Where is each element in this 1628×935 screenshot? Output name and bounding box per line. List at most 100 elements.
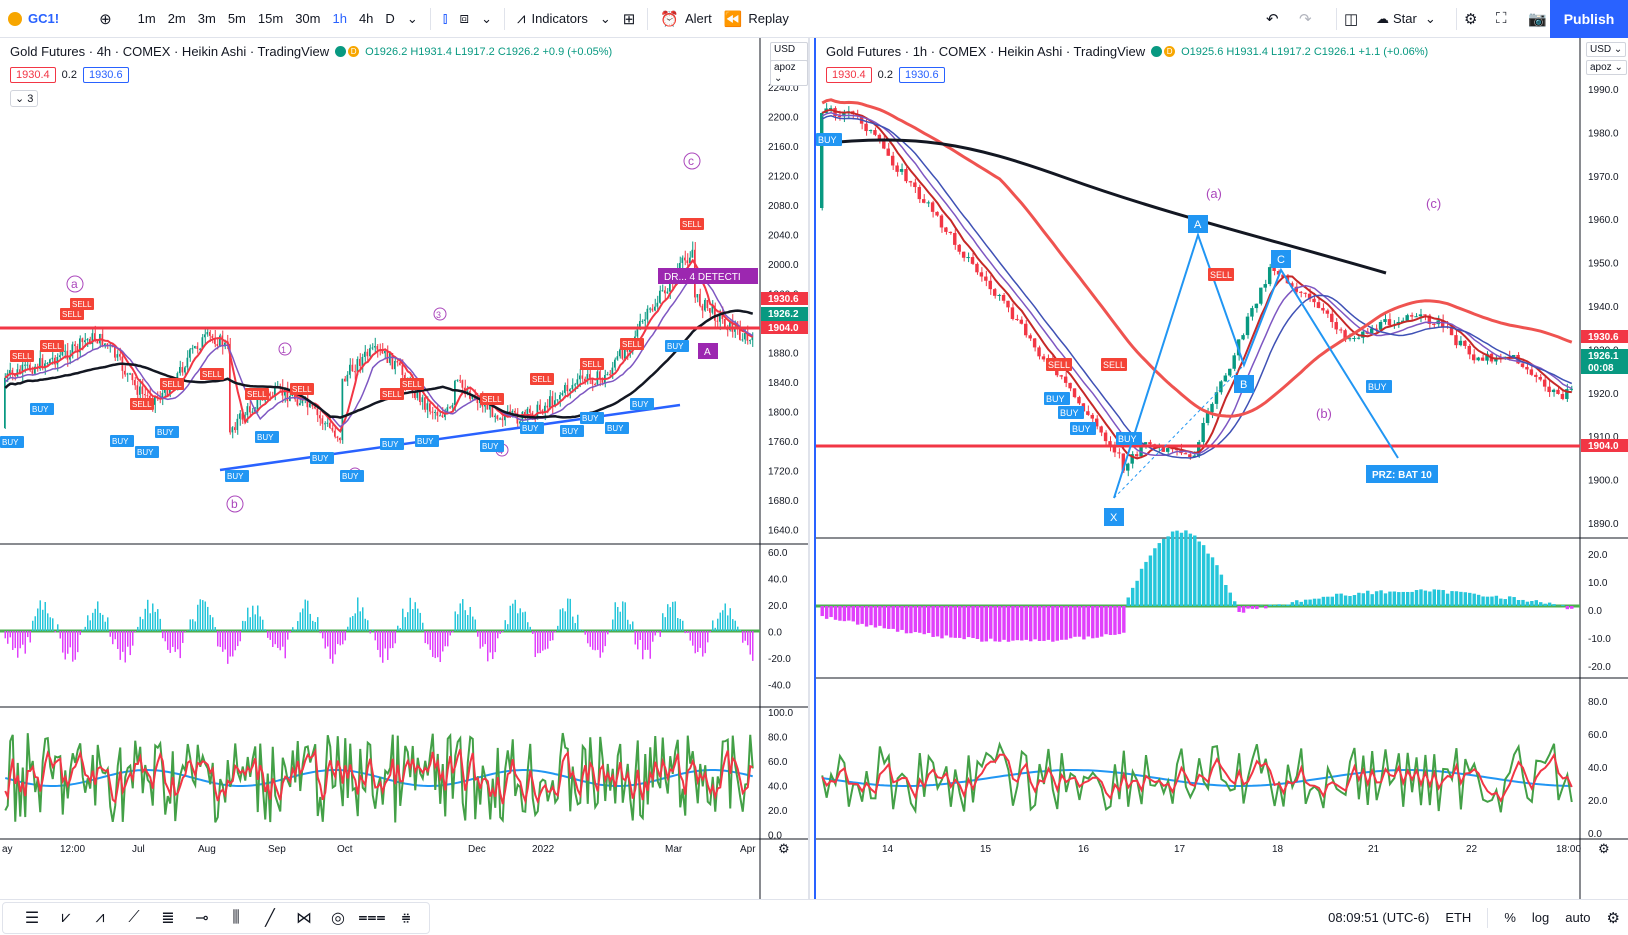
undo-button[interactable]: ↶ <box>1260 0 1285 38</box>
candle-body <box>94 333 96 341</box>
gear-icon[interactable]: ⚙ <box>1606 909 1620 927</box>
candle-body <box>1480 357 1485 361</box>
candle-body <box>351 364 353 372</box>
rsi-signal-line <box>4 769 754 787</box>
buy-signal-badge <box>415 435 439 447</box>
redo-button[interactable]: ↷ <box>1293 0 1318 38</box>
pattern-abc-icon[interactable]: ⩗ <box>61 908 71 926</box>
candle-body <box>1409 315 1414 317</box>
candle-body <box>606 374 608 376</box>
alert-button[interactable]: ⏰ Alert <box>654 0 717 38</box>
sell-signal-label: SELL <box>132 400 152 409</box>
left-chart-canvas[interactable]: 2240.0 2200.0 2160.0 2120.0 2080.0 2040.0 2000… <box>0 38 810 899</box>
interval-30m[interactable]: 30m <box>295 11 321 26</box>
sell-price-button[interactable]: 1930.4 <box>10 67 56 83</box>
buy-price-button[interactable]: 1930.6 <box>82 67 129 83</box>
candle-body <box>1263 284 1267 288</box>
candle-body <box>196 346 198 350</box>
candle-body <box>216 344 218 346</box>
interval-15m[interactable]: 15m <box>257 11 284 26</box>
compare-button[interactable]: ⊕ <box>93 0 118 38</box>
indicators-collapse-button[interactable]: ⌄ 3 <box>10 90 39 107</box>
candle-body <box>544 405 546 414</box>
candle-body <box>486 403 488 410</box>
right-scale-mode-button[interactable]: apoz ⌄ <box>1586 60 1627 75</box>
percent-scale-button[interactable]: % <box>1504 910 1516 925</box>
chevron-down-icon: ⌄ <box>406 10 418 26</box>
candle-body <box>179 366 181 374</box>
right-chart-pane[interactable]: 1990.0 1980.0 1970.0 1960.0 1950.0 1940.0 1930… <box>814 38 1628 899</box>
session-button[interactable]: ETH <box>1445 910 1472 925</box>
layout-name-button[interactable]: ☁ Star ⌄ <box>1370 0 1442 38</box>
sell-signal-label: SELL <box>72 300 92 309</box>
fullscreen-button[interactable]: ⛶ <box>1490 0 1513 38</box>
settings-button[interactable]: ⚙ <box>1458 0 1483 38</box>
symbol-search[interactable]: GC1! <box>0 0 65 38</box>
interval-1h[interactable]: 1h <box>332 11 347 26</box>
replay-button[interactable]: ⏪ Replay <box>718 0 795 38</box>
cyclic-lines-icon[interactable]: ◎ <box>331 909 345 927</box>
templates-button[interactable]: ⊞ <box>617 0 642 38</box>
interval-3m[interactable]: 3m <box>197 11 216 26</box>
interval-dropdown[interactable]: ⌄ <box>401 0 424 38</box>
time-axis-label: ay <box>2 844 13 855</box>
left-chart-pane[interactable]: 2240.0 2200.0 2160.0 2120.0 2080.0 2040.0 2000… <box>0 38 810 899</box>
left-scale-mode-button[interactable]: apoz ⌄ <box>770 60 808 86</box>
line-icon[interactable]: ╱ <box>265 909 275 927</box>
candle-body <box>39 358 41 369</box>
indicators-button[interactable]: ⩘ Indicators <box>511 0 594 38</box>
snapshot-button[interactable]: 📷 <box>1522 0 1553 38</box>
chart-type-button[interactable]: ⧈ <box>454 0 476 38</box>
clock-label[interactable]: 08:09:51 (UTC-6) <box>1328 910 1430 925</box>
sell-signal-label: SELL <box>682 220 702 229</box>
right-chart-canvas[interactable]: 1990.0 1980.0 1970.0 1960.0 1950.0 1940.0 1930… <box>816 38 1628 899</box>
rsi-axis-label: 40.0 <box>768 782 788 793</box>
candle-body <box>701 305 703 311</box>
buy-signal-badge <box>255 431 279 443</box>
price-tag <box>1581 439 1628 452</box>
candle-body <box>948 231 953 233</box>
levels-icon[interactable]: ⩶ <box>358 908 386 926</box>
moving-average-line <box>4 309 754 419</box>
chart-type-dropdown[interactable]: ⌄ <box>475 0 498 38</box>
elliott-wave-icon[interactable]: ⩘ <box>95 908 105 926</box>
publish-button[interactable]: Publish <box>1550 0 1628 38</box>
interval-5m[interactable]: 5m <box>227 11 246 26</box>
fib-icon[interactable]: ≣ <box>161 909 175 927</box>
settings-lines-icon[interactable]: ⩷ <box>401 908 411 926</box>
candle-body <box>1449 326 1454 336</box>
candle-body <box>561 392 563 395</box>
candle-body <box>1538 376 1542 380</box>
candle-body <box>1032 338 1037 348</box>
interval-d[interactable]: D <box>385 11 395 26</box>
bars-pattern-icon[interactable]: ⫼ <box>232 908 240 926</box>
candle-body <box>1010 307 1015 319</box>
candle-body <box>1219 381 1223 393</box>
log-scale-button[interactable]: log <box>1531 910 1550 925</box>
buy-signal-badge <box>310 452 334 464</box>
osc-axis-label: 0.0 <box>1588 606 1602 617</box>
candle-body <box>584 378 586 382</box>
buy-signal-badge <box>605 422 629 434</box>
path-icon[interactable]: ⟋ <box>128 908 140 926</box>
right-currency-button[interactable]: USD ⌄ <box>1586 42 1627 57</box>
interval-2m[interactable]: 2m <box>167 11 186 26</box>
bar-style-button[interactable]: ⫾ <box>437 0 454 38</box>
candle-body <box>574 384 576 386</box>
auto-scale-button[interactable]: auto <box>1565 910 1591 925</box>
buy-price-button[interactable]: 1930.6 <box>898 67 945 83</box>
xabcd-pattern-icon[interactable]: ⋈ <box>296 909 312 927</box>
indicators-dropdown[interactable]: ⌄ <box>594 0 617 38</box>
candle-body <box>96 340 98 344</box>
horizontal-ray-icon[interactable]: ⊸ <box>195 909 209 927</box>
layout-button[interactable]: ◫ <box>1338 0 1364 38</box>
candle-body <box>729 320 731 331</box>
interval-1m[interactable]: 1m <box>137 11 156 26</box>
sell-price-button[interactable]: 1930.4 <box>826 67 872 83</box>
interval-4h[interactable]: 4h <box>358 11 374 26</box>
trend-tools-icon[interactable]: ☰ <box>24 909 40 927</box>
rsi-axis-label: 20.0 <box>768 806 788 817</box>
candle-body <box>646 308 648 320</box>
candle-body <box>1551 389 1556 393</box>
sell-signal-badge <box>1208 268 1234 281</box>
